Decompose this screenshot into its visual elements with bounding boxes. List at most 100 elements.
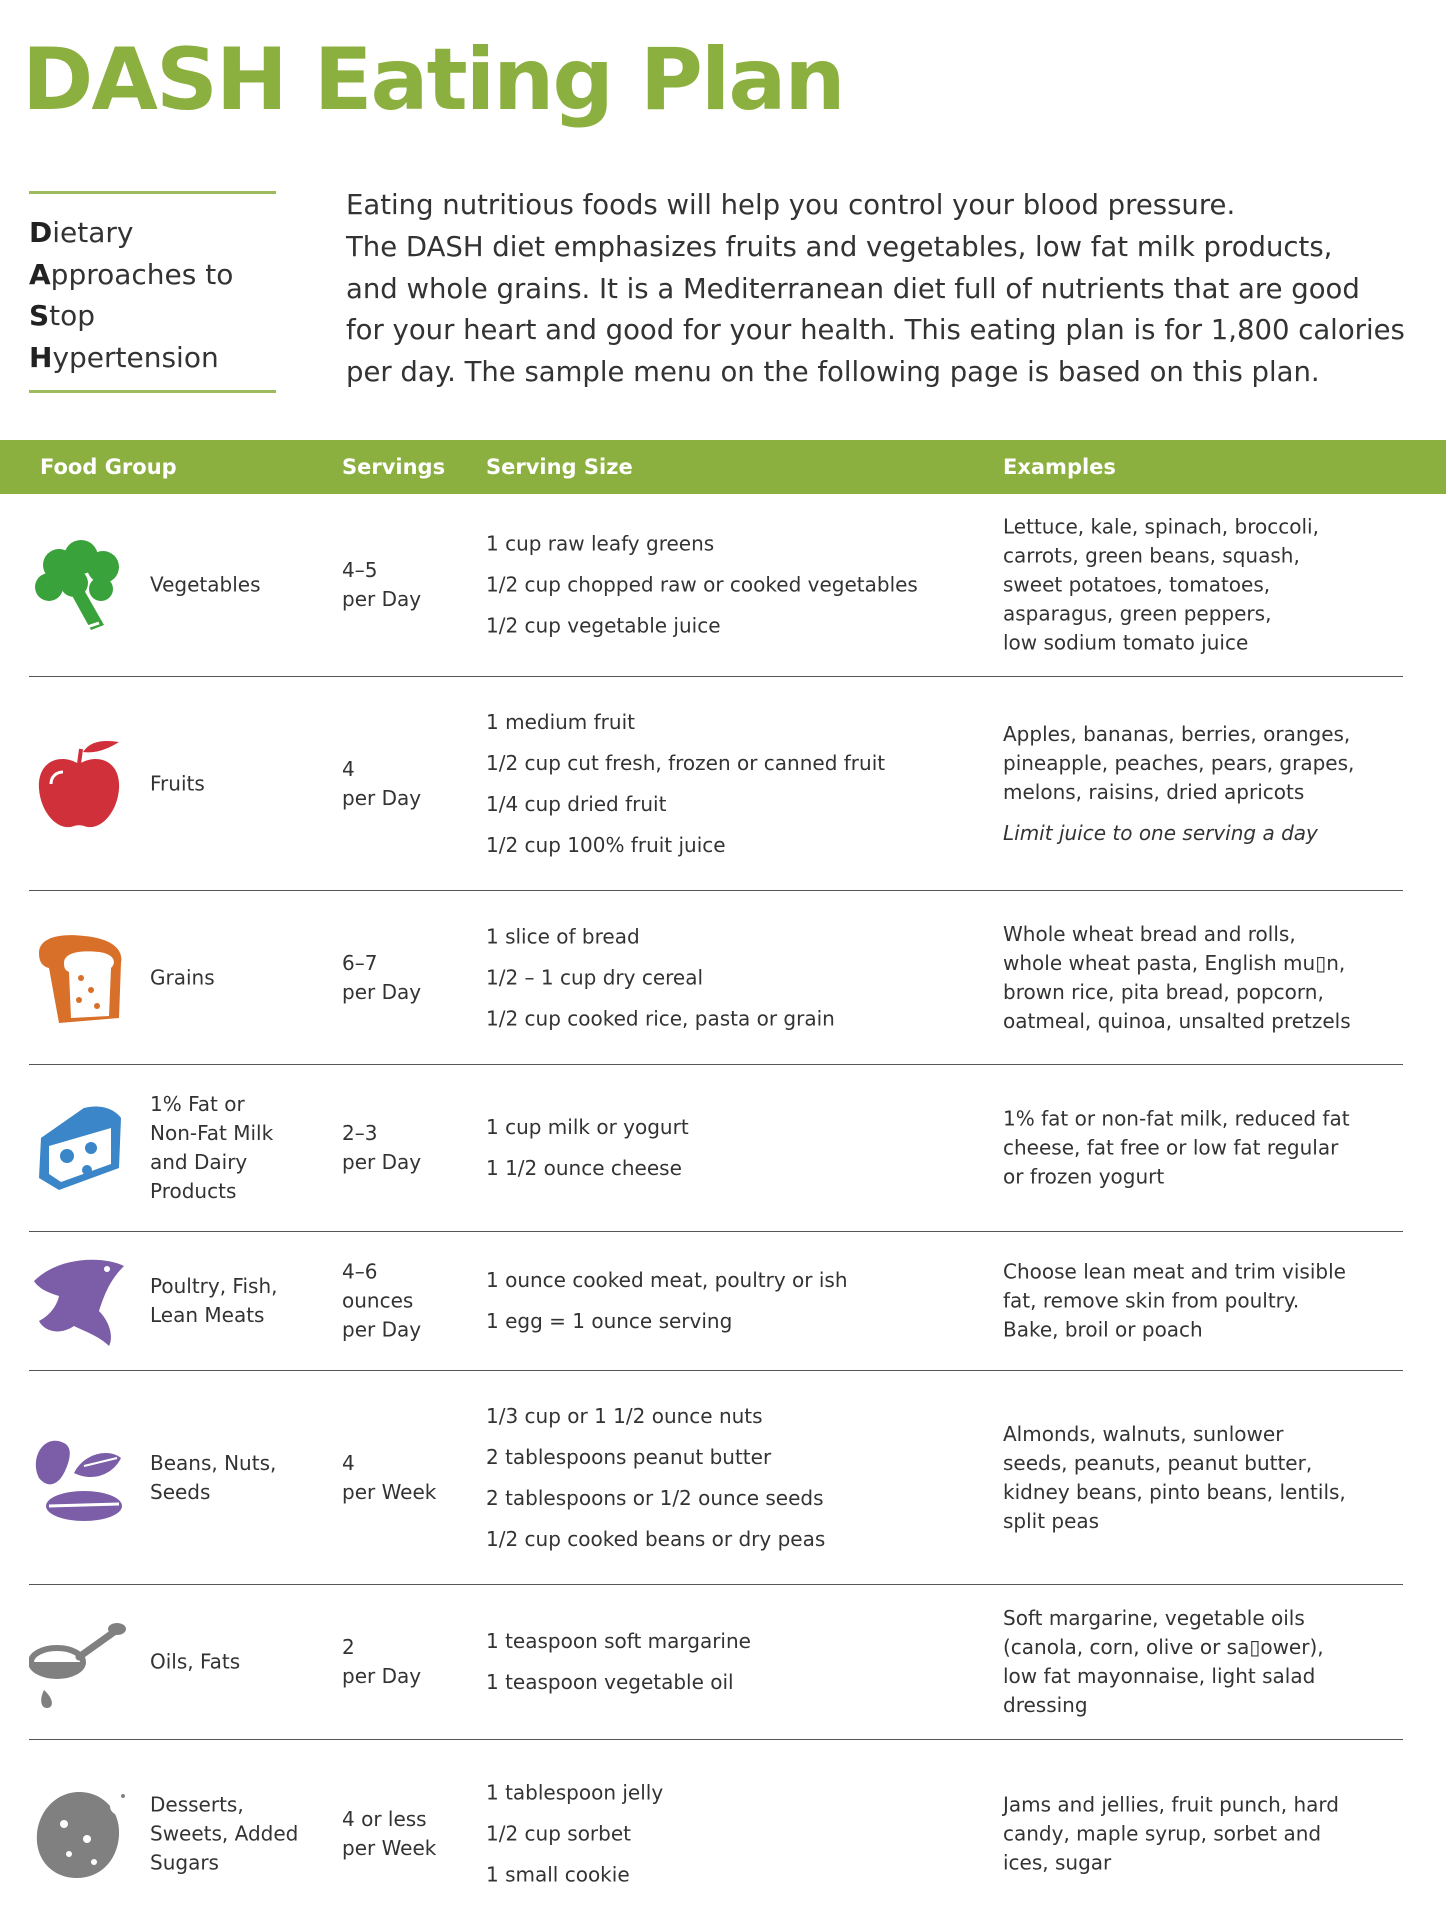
serving-size: 1 teaspoon soft margarine 1 teaspoon vege… xyxy=(486,1621,751,1703)
serving-size-line: 1 medium fruit xyxy=(486,709,635,734)
examples-line: brown rice, pita bread, popcorn, xyxy=(1003,979,1324,1004)
acronym-box: Dietary Approaches to Stop Hypertension xyxy=(29,191,276,393)
food-group-name: 1% Fat or Non-Fat Milk and Dairy Products xyxy=(150,1090,273,1206)
servings: 4–5 per Day xyxy=(342,556,421,614)
food-group-name: Grains xyxy=(150,963,215,992)
serving-size-line: 1/4 cup dried fruit xyxy=(486,791,667,816)
examples: Apples, bananas, berries, oranges, pineap… xyxy=(1003,720,1403,848)
serving-size-line: 1/2 cup cooked rice, pasta or grain xyxy=(486,1006,835,1030)
page-title: DASH Eating Plan xyxy=(22,30,846,130)
intro-line: for your heart and good for your health.… xyxy=(346,314,1405,347)
examples-line: Lettuce, kale, spinach, broccoli, xyxy=(1003,514,1319,539)
serving-size: 1 medium fruit 1/2 cup cut fresh, frozen … xyxy=(486,702,885,866)
apple-icon xyxy=(29,734,129,834)
examples-line: Soft margarine, vegetable oils xyxy=(1003,1606,1305,1630)
examples: Whole wheat bread and rolls, whole wheat … xyxy=(1003,920,1403,1036)
food-group-name: Fruits xyxy=(150,769,205,798)
food-table: Vegetables 4–5 per Day 1 cup raw leafy gree… xyxy=(0,494,1448,1927)
header-examples: Examples xyxy=(1003,455,1116,479)
servings-line: per Day xyxy=(342,1664,422,1688)
broccoli-icon xyxy=(29,535,129,635)
table-row: Vegetables 4–5 per Day 1 cup raw leafy gree… xyxy=(29,494,1403,677)
examples-line: Bake, broil or poach xyxy=(1003,1317,1203,1342)
beans-nuts-icon xyxy=(29,1428,129,1528)
serving-size-line: 1 ounce cooked meat, poultry or ish xyxy=(486,1268,848,1292)
examples: Lettuce, kale, spinach, broccoli, carrots… xyxy=(1003,513,1403,658)
examples: Soft margarine, vegetable oils (canola, c… xyxy=(1003,1604,1403,1720)
food-group-name-line: Sugars xyxy=(150,1850,219,1874)
examples-line: ices, sugar xyxy=(1003,1850,1112,1874)
food-group-name-line: Non-Fat Milk xyxy=(150,1121,274,1145)
intro-paragraph: Eating nutritious foods will help you co… xyxy=(346,185,1446,394)
servings-line: per Day xyxy=(342,1317,422,1342)
examples-line: split peas xyxy=(1003,1508,1100,1533)
food-group-name: Poultry, Fish, Lean Meats xyxy=(150,1272,278,1330)
examples-line: Almonds, walnuts, sunlower xyxy=(1003,1421,1284,1446)
cheese-icon xyxy=(29,1098,129,1198)
examples-line: Apples, bananas, berries, oranges, xyxy=(1003,721,1351,746)
serving-size-line: 1/2 cup 100% fruit juice xyxy=(486,832,726,857)
food-group-name: Beans, Nuts, Seeds xyxy=(150,1449,276,1507)
serving-size-line: 2 tablespoons peanut butter xyxy=(486,1444,772,1469)
food-group-name-line: Seeds xyxy=(150,1479,211,1504)
examples-line: kidney beans, pinto beans, lentils, xyxy=(1003,1479,1346,1504)
serving-size-line: 1 small cookie xyxy=(486,1862,630,1886)
examples-line: pineapple, peaches, pears, grapes, xyxy=(1003,750,1355,775)
intro-line: and whole grains. It is a Mediterranean … xyxy=(346,272,1360,305)
examples-line: low fat mayonnaise, light salad xyxy=(1003,1664,1316,1688)
serving-size: 1 cup raw leafy greens 1/2 cup chopped ra… xyxy=(486,524,918,647)
servings-line: per Day xyxy=(342,979,422,1004)
food-group-name-line: Beans, Nuts, xyxy=(150,1450,277,1475)
serving-size-line: 1/2 cup chopped raw or cooked vegetables xyxy=(486,572,918,597)
acronym-line: Approaches to xyxy=(29,257,234,291)
food-group-name-line: Vegetables xyxy=(150,572,261,597)
acronym-line: Stop xyxy=(29,299,96,332)
table-row: Oils, Fats 2 per Day 1 teaspoon soft margar… xyxy=(28,1585,1403,1740)
examples-line: 1% fat or non-fat milk, reduced fat xyxy=(1003,1106,1350,1131)
table-row: Beans, Nuts, Seeds 4 per Week 1/3 cup or 1 1… xyxy=(29,1371,1403,1585)
servings: 4 per Day xyxy=(342,755,421,813)
serving-size-line: 1 cup raw leafy greens xyxy=(486,531,715,556)
examples: Almonds, walnuts, sunlower seeds, peanuts… xyxy=(1003,1420,1403,1536)
serving-size-line: 1/2 cup sorbet xyxy=(486,1821,631,1845)
food-group-name-line: Lean Meats xyxy=(150,1303,265,1327)
serving-size-line: 1 slice of bread xyxy=(486,924,640,948)
examples: Choose lean meat and trim visible fat, re… xyxy=(1003,1258,1403,1345)
header-serving-size: Serving Size xyxy=(486,455,633,479)
cookie-icon xyxy=(29,1784,129,1884)
serving-size: 1 ounce cooked meat, poultry or ish 1 egg… xyxy=(486,1260,848,1342)
table-row: Fruits 4 per Day 1 medium fruit 1/2 cup cut … xyxy=(29,677,1403,891)
examples-line: Jams and jellies, fruit punch, hard xyxy=(1003,1792,1339,1816)
food-group-name-line: Grains xyxy=(150,965,215,989)
examples-line: sweet potatoes, tomatoes, xyxy=(1003,572,1271,597)
serving-size: 1 tablespoon jelly 1/2 cup sorbet 1 small … xyxy=(486,1772,663,1895)
servings-line: 4–5 xyxy=(342,558,378,582)
examples-line: oatmeal, quinoa, unsalted pretzels xyxy=(1003,1008,1351,1033)
serving-size: 1 cup milk or yogurt 1 1/2 ounce cheese xyxy=(486,1107,689,1189)
examples-line: asparagus, green peppers, xyxy=(1003,601,1272,626)
food-group-name: Oils, Fats xyxy=(150,1648,240,1677)
serving-size-line: 1/2 – 1 cup dry cereal xyxy=(486,965,704,989)
examples-line: fat, remove skin from poultry. xyxy=(1003,1288,1300,1313)
examples-line: carrots, green beans, squash, xyxy=(1003,543,1300,568)
servings: 4 or less per Week xyxy=(342,1805,436,1863)
oil-ladle-icon xyxy=(28,1612,129,1712)
serving-size: 1/3 cup or 1 1/2 ounce nuts 2 tablespoons… xyxy=(486,1396,825,1560)
examples-line: Choose lean meat and trim visible xyxy=(1003,1259,1346,1284)
acronym-line: Hypertension xyxy=(29,340,219,374)
servings-line: per Day xyxy=(342,785,422,810)
serving-size-line: 1/3 cup or 1 1/2 ounce nuts xyxy=(486,1403,763,1428)
servings-line: per Day xyxy=(342,587,422,611)
food-group-name-line: 1% Fat or xyxy=(150,1092,245,1116)
table-row: Grains 6–7 per Day 1 slice of bread 1/2 – 1 … xyxy=(29,891,1403,1065)
bread-icon xyxy=(29,928,129,1028)
servings-line: per Week xyxy=(342,1479,437,1504)
food-group-name-line: and Dairy xyxy=(150,1150,248,1174)
table-header: Food Group Servings Serving Size Example… xyxy=(0,440,1446,494)
examples-line: seeds, peanuts, peanut butter, xyxy=(1003,1450,1313,1475)
servings-line: 4 xyxy=(342,1450,355,1475)
servings-line: ounces xyxy=(342,1288,414,1313)
fish-icon xyxy=(29,1251,129,1351)
examples-line: candy, maple syrup, sorbet and xyxy=(1003,1821,1322,1845)
table-row: 1% Fat or Non-Fat Milk and Dairy Products 2–… xyxy=(29,1065,1403,1232)
